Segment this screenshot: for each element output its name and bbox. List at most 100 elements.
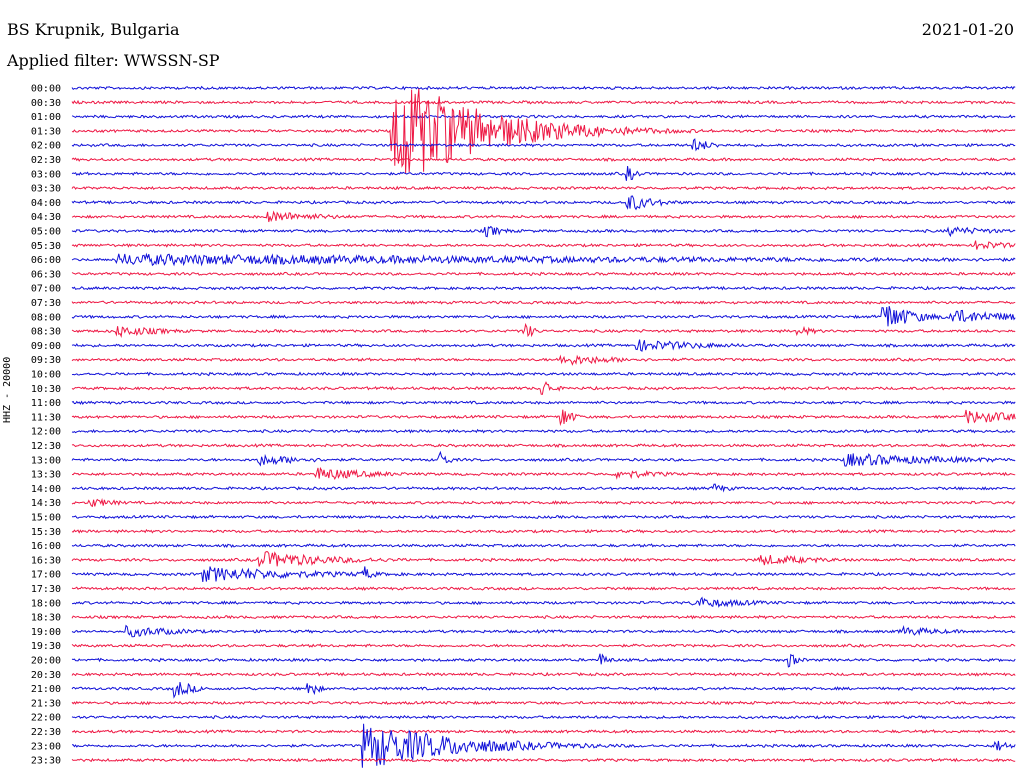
row-label: 06:30 xyxy=(31,269,61,280)
trace-row xyxy=(71,450,1016,467)
trace-row xyxy=(71,466,1016,481)
row-label: 08:00 xyxy=(31,312,61,323)
trace-row xyxy=(71,729,1016,734)
trace-row xyxy=(71,165,1016,181)
row-label: 03:30 xyxy=(31,184,61,195)
row-label: 02:30 xyxy=(31,155,61,166)
trace-row xyxy=(71,210,1016,223)
row-label: 15:30 xyxy=(31,527,61,538)
trace-row xyxy=(71,138,1016,152)
row-label: 12:00 xyxy=(31,427,61,438)
trace-row xyxy=(71,225,1016,238)
row-label: 03:00 xyxy=(31,169,61,180)
trace-row xyxy=(71,624,1016,638)
trace-row xyxy=(71,285,1016,291)
trace-row xyxy=(71,185,1016,191)
row-label: 21:00 xyxy=(31,684,61,695)
row-label: 18:30 xyxy=(31,613,61,624)
trace-row xyxy=(71,271,1016,277)
row-label: 12:30 xyxy=(31,441,61,452)
trace-row xyxy=(71,252,1016,267)
row-label: 22:00 xyxy=(31,713,61,724)
trace-row xyxy=(71,322,1016,338)
trace-row xyxy=(71,99,1016,105)
row-label: 02:00 xyxy=(31,141,61,152)
row-label: 10:30 xyxy=(31,384,61,395)
trace-row xyxy=(71,443,1016,448)
trace-row xyxy=(71,671,1016,677)
record-date: 2021-01-20 xyxy=(921,20,1014,39)
trace-row xyxy=(71,305,1016,327)
row-label: 22:30 xyxy=(31,727,61,738)
row-label: 05:00 xyxy=(31,227,61,238)
trace-row xyxy=(71,428,1016,434)
trace-row xyxy=(72,514,1016,520)
station-title: BS Krupnik, Bulgaria xyxy=(7,20,180,39)
trace-row xyxy=(71,85,1016,91)
trace-row xyxy=(71,400,1016,405)
row-label: 09:30 xyxy=(31,355,61,366)
trace-row xyxy=(71,381,1016,395)
trace-row xyxy=(71,483,1016,493)
trace-row xyxy=(71,700,1016,706)
row-label: 19:30 xyxy=(31,641,61,652)
row-label: 15:00 xyxy=(31,513,61,524)
trace-row xyxy=(71,498,1016,508)
trace-row xyxy=(71,643,1016,648)
trace-row xyxy=(71,354,1016,366)
row-label: 00:30 xyxy=(31,98,61,109)
row-label: 17:00 xyxy=(31,570,61,581)
row-label: 23:30 xyxy=(31,756,61,767)
row-label: 20:00 xyxy=(31,656,61,667)
trace-row xyxy=(71,339,1016,352)
row-label: 09:00 xyxy=(31,341,61,352)
row-label: 11:30 xyxy=(31,412,61,423)
trace-row xyxy=(71,240,1016,250)
trace-row xyxy=(71,757,1016,763)
row-label: 05:30 xyxy=(31,241,61,252)
row-label: 01:30 xyxy=(31,126,61,137)
row-label: 16:30 xyxy=(31,555,61,566)
row-label: 06:00 xyxy=(31,255,61,266)
row-label: 16:00 xyxy=(31,541,61,552)
row-label: 17:30 xyxy=(31,584,61,595)
row-label: 13:00 xyxy=(31,455,61,466)
trace-row xyxy=(71,157,1016,162)
row-label: 04:00 xyxy=(31,198,61,209)
trace-row xyxy=(71,88,1016,174)
row-label: 14:30 xyxy=(31,498,61,509)
trace-row xyxy=(71,653,1016,668)
row-label: 04:30 xyxy=(31,212,61,223)
row-label: 08:30 xyxy=(31,327,61,338)
row-label: 01:00 xyxy=(31,112,61,123)
trace-row xyxy=(71,566,1016,582)
row-label: 18:00 xyxy=(31,598,61,609)
row-label: 14:00 xyxy=(31,484,61,495)
trace-row xyxy=(71,543,1016,549)
row-label: 07:00 xyxy=(31,284,61,295)
trace-row xyxy=(71,714,1016,720)
row-label: 13:30 xyxy=(31,470,61,481)
trace-row xyxy=(71,300,1016,305)
row-label: 19:00 xyxy=(31,627,61,638)
row-label: 21:30 xyxy=(31,698,61,709)
row-label: 20:30 xyxy=(31,670,61,681)
trace-row xyxy=(71,551,1016,567)
applied-filter: Applied filter: WWSSN-SP xyxy=(7,51,220,70)
trace-row xyxy=(71,682,1016,699)
trace-row xyxy=(71,114,1016,119)
row-label: 07:30 xyxy=(31,298,61,309)
trace-row xyxy=(71,195,1016,211)
trace-row xyxy=(71,409,1016,427)
trace-row xyxy=(71,371,1016,377)
trace-row xyxy=(71,586,1016,591)
trace-row xyxy=(71,614,1016,620)
trace-row xyxy=(72,723,1016,768)
row-label: 00:00 xyxy=(31,84,61,95)
row-label: 10:00 xyxy=(31,370,61,381)
row-label: 11:00 xyxy=(31,398,61,409)
trace-row xyxy=(72,596,1016,608)
trace-row xyxy=(71,528,1016,534)
row-label: 23:00 xyxy=(31,741,61,752)
